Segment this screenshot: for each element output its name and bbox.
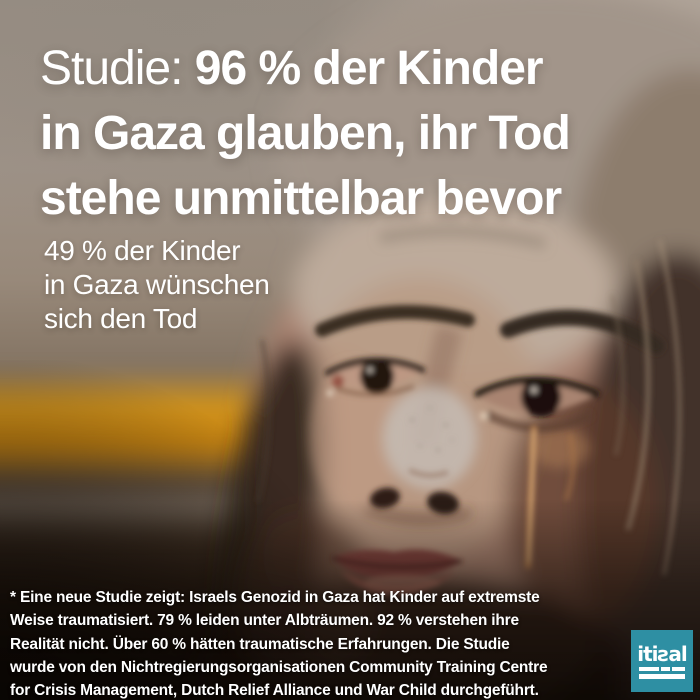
logo-solid-bar xyxy=(639,674,685,679)
footnote-line: wurde von den Nichtregierungsorganisatio… xyxy=(10,658,548,676)
headline-line1: Studie: 96 % der Kinder xyxy=(40,36,570,101)
subheadline-line3: sich den Tod xyxy=(44,303,198,334)
itidal-logo: itiƨal xyxy=(631,630,693,692)
subheadline: 49 % der Kinder in Gaza wünschen sich de… xyxy=(44,234,270,336)
headline-line2: in Gaza glauben, ihr Tod xyxy=(40,107,571,160)
footnote: * Eine neue Studie zeigt: Israels Genozi… xyxy=(10,586,548,700)
face-eyebrows xyxy=(315,305,664,354)
logo-dash-segment xyxy=(639,667,659,671)
headline-emphasis: 96 % der Kinder xyxy=(194,42,544,95)
headline-prefix: Studie: xyxy=(40,42,183,95)
headline: Studie: 96 % der Kinder in Gaza glauben,… xyxy=(40,36,571,231)
logo-dash-segment xyxy=(672,667,685,671)
logo-wordmark: itiƨal xyxy=(637,642,688,666)
logo-dash-segment xyxy=(661,667,670,671)
subheadline-line1: 49 % der Kinder xyxy=(44,235,241,266)
photo-bottom-shade xyxy=(0,500,700,700)
subheadline-line2: in Gaza wünschen xyxy=(44,269,270,300)
footnote-line: * Eine neue Studie zeigt: Israels Genozi… xyxy=(10,589,540,606)
logo-dashed-bar xyxy=(639,667,685,671)
footnote-line: for Crisis Management, Dutch Relief Alli… xyxy=(10,682,539,700)
headline-line3: stehe unmittelbar bevor xyxy=(40,172,562,225)
footnote-line: Realität nicht. Über 60 % hätten traumat… xyxy=(10,635,510,653)
footnote-line: Weise traumatisiert. 79 % leiden unter A… xyxy=(10,612,519,630)
face-eyes xyxy=(325,357,600,433)
